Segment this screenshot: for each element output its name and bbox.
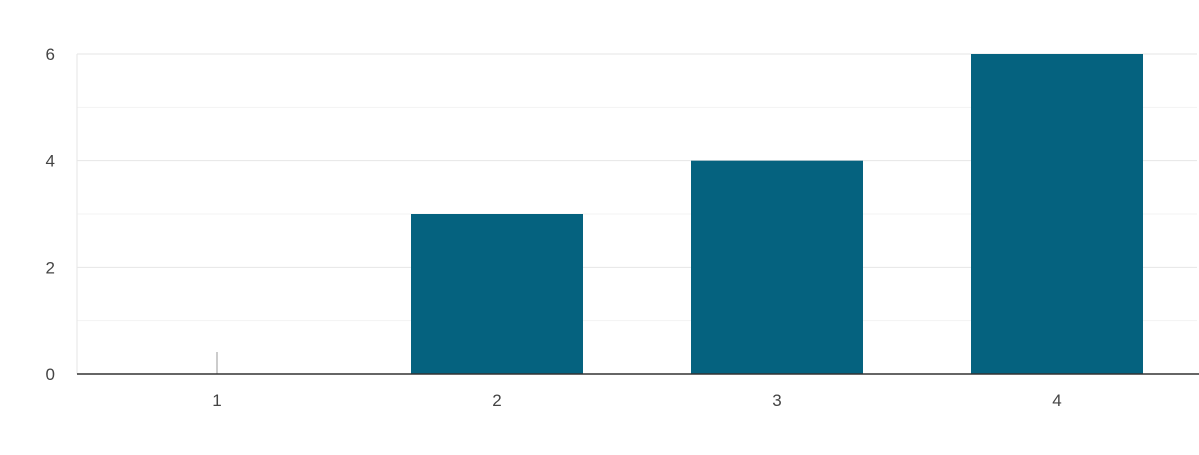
bar [971,54,1143,374]
x-tick-label: 3 [772,391,781,410]
x-tick-label: 4 [1052,391,1061,410]
bar [691,160,863,374]
y-tick-label: 0 [46,365,55,384]
y-tick-label: 2 [46,258,55,277]
x-tick-label: 1 [212,391,221,410]
x-tick-label: 2 [492,391,501,410]
bar [411,214,583,374]
y-tick-label: 4 [46,152,55,171]
y-tick-label: 6 [46,45,55,64]
